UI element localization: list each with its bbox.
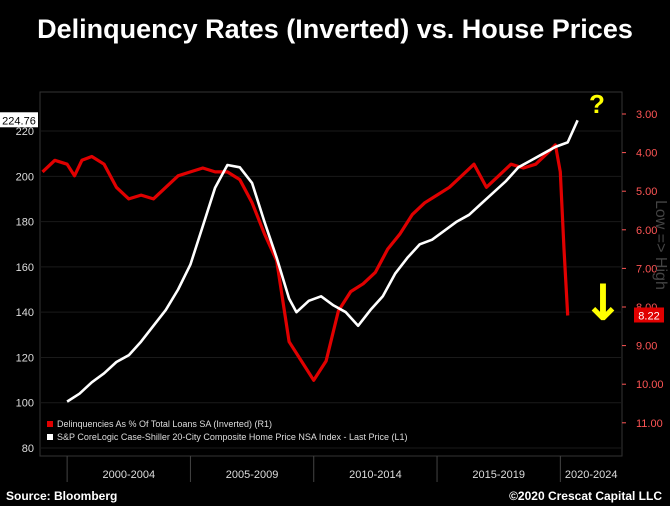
series-line-0 [66, 119, 579, 403]
down-arrow-annotation: ↓ [582, 274, 624, 332]
left-tick-label-3: 140 [16, 307, 34, 319]
left-tick-label-1: 100 [16, 398, 34, 410]
right-tick-label-8: 11.00 [636, 418, 663, 430]
right-tick-label-3: 6.00 [636, 225, 657, 237]
x-category-label-0: 2000-2004 [102, 469, 155, 481]
left-last-value-box [0, 112, 38, 128]
right-tick-label-0: 3.00 [636, 109, 657, 121]
left-tick-label-5: 180 [16, 217, 34, 229]
left-tick-label-0: 80 [22, 443, 34, 455]
chart-title: Delinquency Rates (Inverted) vs. House P… [37, 14, 633, 44]
legend-entry-1: S&P CoreLogic Case-Shiller 20-City Compo… [57, 432, 407, 442]
legend-swatch-0 [47, 421, 53, 427]
left-tick-label-7: 220 [16, 126, 34, 138]
series-line-1 [41, 143, 570, 382]
x-category-label-1: 2005-2009 [226, 469, 279, 481]
footer: Source: Bloomberg ©2020 Crescat Capital … [0, 486, 670, 506]
x-category-label-2: 2010-2014 [349, 469, 402, 481]
x-category-label-4: 2020-2024 [565, 469, 618, 481]
right-tick-label-6: 9.00 [636, 341, 657, 353]
right-last-value-box [634, 307, 664, 323]
legend-swatch-1 [47, 434, 53, 440]
right-tick-label-7: 10.00 [636, 379, 664, 391]
copyright-label: ©2020 Crescat Capital LLC [509, 489, 662, 503]
question-mark-annotation: ? [589, 89, 605, 119]
right-last-value-label: 8.22 [638, 310, 659, 322]
right-tick-label-2: 5.00 [636, 186, 657, 198]
source-label: Source: Bloomberg [6, 489, 118, 503]
right-axis-side-label: Low => High [652, 200, 669, 290]
legend-entry-0: Delinquencies As % Of Total Loans SA (In… [57, 419, 272, 429]
left-tick-label-6: 200 [16, 171, 34, 183]
right-tick-label-1: 4.00 [636, 148, 657, 160]
left-last-value-label: 224.76 [2, 115, 36, 127]
left-tick-label-2: 120 [16, 352, 34, 364]
x-category-label-3: 2015-2019 [472, 469, 525, 481]
right-tick-label-4: 7.00 [636, 263, 657, 275]
plot-frame [39, 91, 623, 457]
left-tick-label-4: 160 [16, 262, 34, 274]
